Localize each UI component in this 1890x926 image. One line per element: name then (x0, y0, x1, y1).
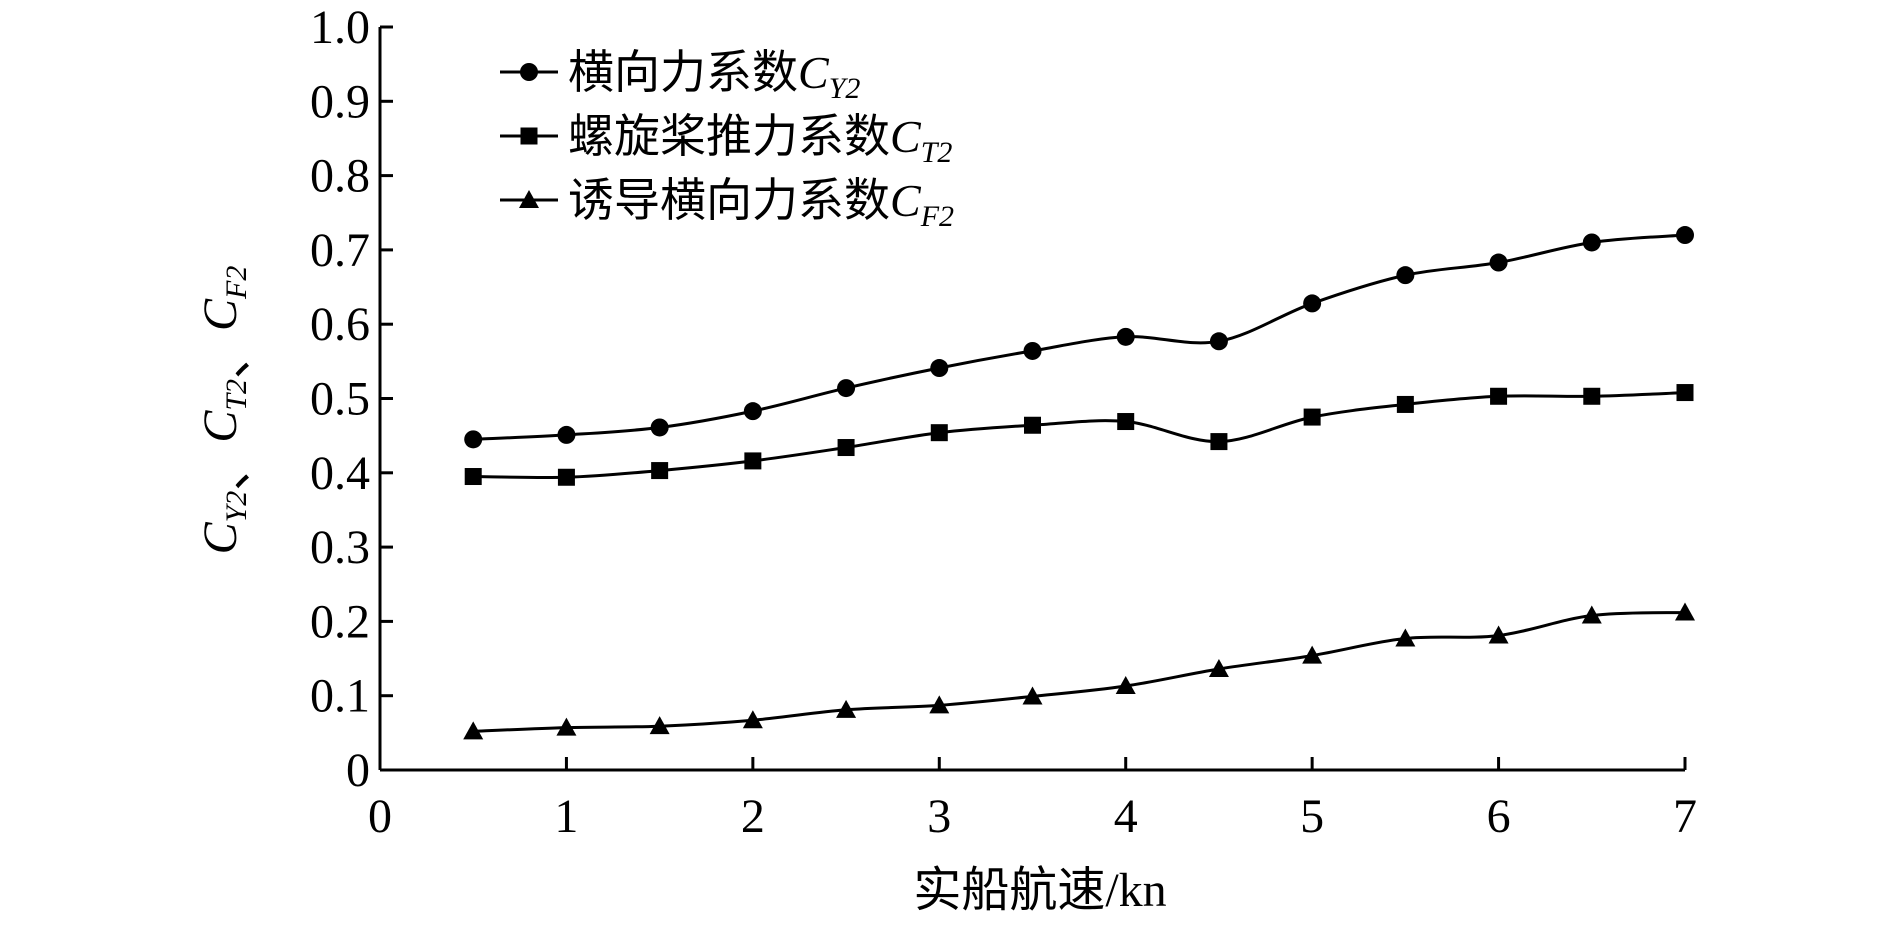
series-line-square (473, 391, 1686, 480)
point-triangle (1115, 676, 1136, 695)
point-circle (1303, 294, 1322, 313)
point-triangle (1022, 686, 1043, 705)
x-tick-label: 5 (1300, 790, 1324, 843)
legend-symbol-sub: T2 (921, 136, 953, 169)
point-circle (837, 379, 856, 398)
point-triangle (1675, 602, 1695, 621)
y-title-sep: 、 (204, 331, 257, 379)
legend-symbol: C (890, 111, 922, 162)
y-tick-label: 0 (346, 744, 370, 797)
legend-item-triangle: 诱导横向力系数CF2 (500, 175, 954, 233)
point-triangle (1488, 625, 1509, 644)
x-tick-label: 7 (1673, 790, 1697, 843)
point-circle (464, 430, 483, 449)
axes: 0 0.1 0.2 0.3 0.4 0.5 0.6 0.7 0.8 0.9 1.0 0 1 2 3 4 5 6 7 (310, 1, 1697, 843)
point-triangle (742, 710, 763, 729)
point-square (1117, 413, 1135, 431)
legend-name: 螺旋桨推力系数 (568, 111, 890, 162)
y-title-symbol: C (194, 521, 247, 554)
y-tick-label: 0.6 (310, 298, 370, 351)
series-line-triangle (473, 611, 1686, 733)
legend-marker-square (520, 127, 538, 145)
legend-symbol: C (798, 47, 830, 98)
y-tick-label: 0.3 (310, 521, 370, 574)
y-title-sep: 、 (204, 443, 257, 491)
y-tick-label: 0.8 (310, 150, 370, 203)
point-square (1024, 416, 1041, 434)
point-square (744, 452, 762, 470)
y-title-symbol: C (194, 298, 247, 331)
point-circle (1023, 341, 1042, 360)
legend-marker-circle (520, 63, 538, 81)
point-circle (1396, 266, 1415, 285)
point-circle (1209, 332, 1228, 351)
y-tick-label: 0.9 (310, 75, 370, 128)
y-title-sub: F2 (220, 266, 253, 300)
y-title-sub: T2 (220, 379, 253, 411)
point-square (837, 439, 855, 457)
series-line-circle (473, 233, 1686, 441)
point-square (1396, 395, 1414, 413)
point-square (1676, 384, 1694, 402)
y-axis-title: CY2、CT2、CF2 (194, 266, 257, 555)
legend-name: 横向力系数 (568, 47, 798, 98)
point-square (1303, 408, 1321, 426)
x-tick-label: 3 (927, 790, 951, 843)
point-circle (1116, 327, 1135, 346)
y-tick-label: 1.0 (310, 1, 370, 54)
point-square (930, 424, 948, 442)
point-circle (1582, 233, 1601, 252)
x-tick-label: 4 (1114, 790, 1138, 843)
legend-marker-triangle (519, 190, 539, 208)
x-tick-label: 0 (368, 790, 392, 843)
point-triangle (556, 717, 577, 736)
point-circle (1489, 253, 1508, 272)
point-circle (743, 402, 762, 421)
point-triangle (836, 699, 857, 718)
legend-name: 诱导横向力系数 (568, 175, 890, 226)
point-triangle (649, 716, 670, 735)
x-axis-title: 实船航速/kn (913, 864, 1166, 917)
point-square (651, 462, 669, 480)
point-circle (557, 425, 576, 444)
y-tick-label: 0.7 (310, 224, 370, 277)
x-tick-label: 1 (554, 790, 578, 843)
y-tick-label: 0.1 (310, 670, 370, 723)
legend-item-circle: 横向力系数CY2 (500, 47, 860, 105)
y-title-symbol: C (194, 410, 247, 443)
point-circle (1676, 226, 1694, 245)
legend-item-square: 螺旋桨推力系数CT2 (500, 111, 952, 169)
point-square (1583, 387, 1601, 405)
y-tick-label: 0.5 (310, 373, 370, 426)
legend-symbol-sub: Y2 (829, 72, 861, 105)
series-layer (463, 226, 1695, 740)
point-triangle (1302, 645, 1323, 664)
point-triangle (929, 695, 950, 714)
series-circle (464, 226, 1694, 449)
point-square (464, 468, 482, 486)
point-triangle (463, 721, 484, 740)
point-square (1490, 387, 1508, 405)
point-triangle (1581, 605, 1602, 624)
point-circle (650, 418, 669, 437)
x-tick-label: 2 (741, 790, 765, 843)
point-square (557, 468, 575, 486)
y-tick-label: 0.2 (310, 595, 370, 648)
legend-symbol-sub: F2 (920, 200, 954, 233)
legend-label: 横向力系数CY2 (568, 47, 860, 105)
y-tick-label: 0.4 (310, 447, 370, 500)
series-square (464, 384, 1694, 486)
point-triangle (1208, 658, 1229, 677)
x-tick-label: 6 (1487, 790, 1511, 843)
point-circle (930, 359, 949, 378)
legend-label: 诱导横向力系数CF2 (568, 175, 954, 233)
legend-label: 螺旋桨推力系数CT2 (568, 111, 952, 169)
point-triangle (1395, 628, 1416, 647)
y-title-sub: Y2 (220, 491, 253, 523)
legend-symbol: C (890, 175, 922, 226)
point-square (1210, 433, 1228, 451)
series-triangle (463, 602, 1695, 740)
